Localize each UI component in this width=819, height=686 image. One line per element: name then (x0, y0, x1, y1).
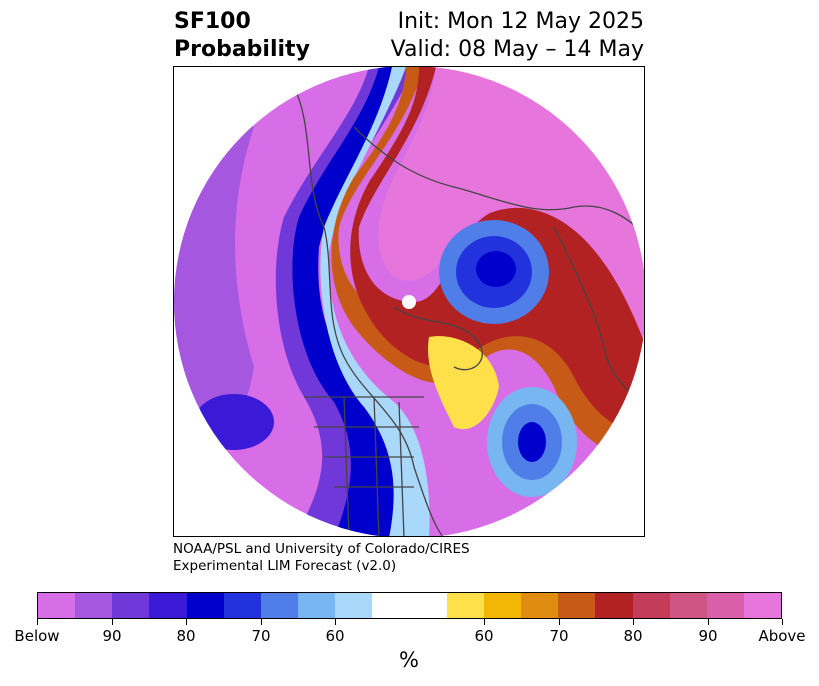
colorbar-cell (335, 593, 373, 618)
colorbar-tick-label: 90 (698, 627, 718, 645)
colorbar-tick (37, 619, 38, 625)
colorbar-tick (484, 619, 485, 625)
title-line-2: Probability (174, 37, 310, 62)
colorbar-tick-label: Above (758, 627, 806, 645)
colorbar-cell (149, 593, 187, 618)
colorbar-tick (186, 619, 187, 625)
map-panel (173, 66, 645, 537)
colorbar-tick (782, 619, 783, 625)
valid-range: Valid: 08 May – 14 May (390, 37, 644, 62)
colorbar-tick-label: 80 (623, 627, 643, 645)
colorbar-cell (372, 593, 410, 618)
colorbar (37, 592, 782, 619)
colorbar-cell (260, 593, 299, 618)
colorbar-tick-label: 70 (549, 627, 569, 645)
colorbar-cell (632, 593, 670, 618)
colorbar-cell (223, 593, 261, 618)
colorbar-tick (708, 619, 709, 625)
colorbar-cell (483, 593, 522, 618)
colorbar-tick (633, 619, 634, 625)
colorbar-cell (558, 593, 596, 618)
init-date: Init: Mon 12 May 2025 (397, 9, 644, 34)
low-atlantic-90 (476, 251, 516, 287)
credit-line-2: Experimental LIM Forecast (v2.0) (173, 558, 397, 574)
colorbar-tick-label: 70 (251, 627, 271, 645)
colorbar-cell (112, 593, 150, 618)
colorbar-tick-label: Below (14, 627, 60, 645)
colorbar-cell (706, 593, 744, 618)
colorbar-cell (743, 593, 782, 618)
colorbar-cell (298, 593, 336, 618)
colorbar-cell (521, 593, 559, 618)
colorbar-cell (75, 593, 113, 618)
colorbar-cell (38, 593, 76, 618)
colorbar-cell (446, 593, 484, 618)
shade-60-ridge (320, 67, 430, 536)
credit-text: NOAA/PSL and University of Colorado/CIRE… (173, 541, 470, 575)
colorbar-tick (335, 619, 336, 625)
map-title-dates: Init: Mon 12 May 2025 Valid: 08 May – 14… (391, 8, 644, 64)
colorbar-tick-label: 60 (474, 627, 494, 645)
colorbar-tick (261, 619, 262, 625)
map-title-variable: SF100 Probability (174, 8, 310, 64)
colorbar-cell (186, 593, 224, 618)
colorbar-tick-label: 80 (176, 627, 196, 645)
title-line-1: SF100 (174, 9, 251, 34)
shade-80-west (194, 394, 274, 450)
pole-marker (402, 295, 416, 309)
colorbar-tick-label: 90 (102, 627, 122, 645)
colorbar-tick (112, 619, 113, 625)
colorbar-tick (559, 619, 560, 625)
colorbar-cell (409, 593, 447, 618)
low-east-90 (518, 422, 546, 462)
colorbar-unit: % (399, 648, 419, 672)
colorbar-cell (669, 593, 707, 618)
credit-line-1: NOAA/PSL and University of Colorado/CIRE… (173, 541, 470, 557)
probability-map (174, 67, 644, 536)
colorbar-tick-label: 60 (325, 627, 345, 645)
colorbar-cell (595, 593, 633, 618)
